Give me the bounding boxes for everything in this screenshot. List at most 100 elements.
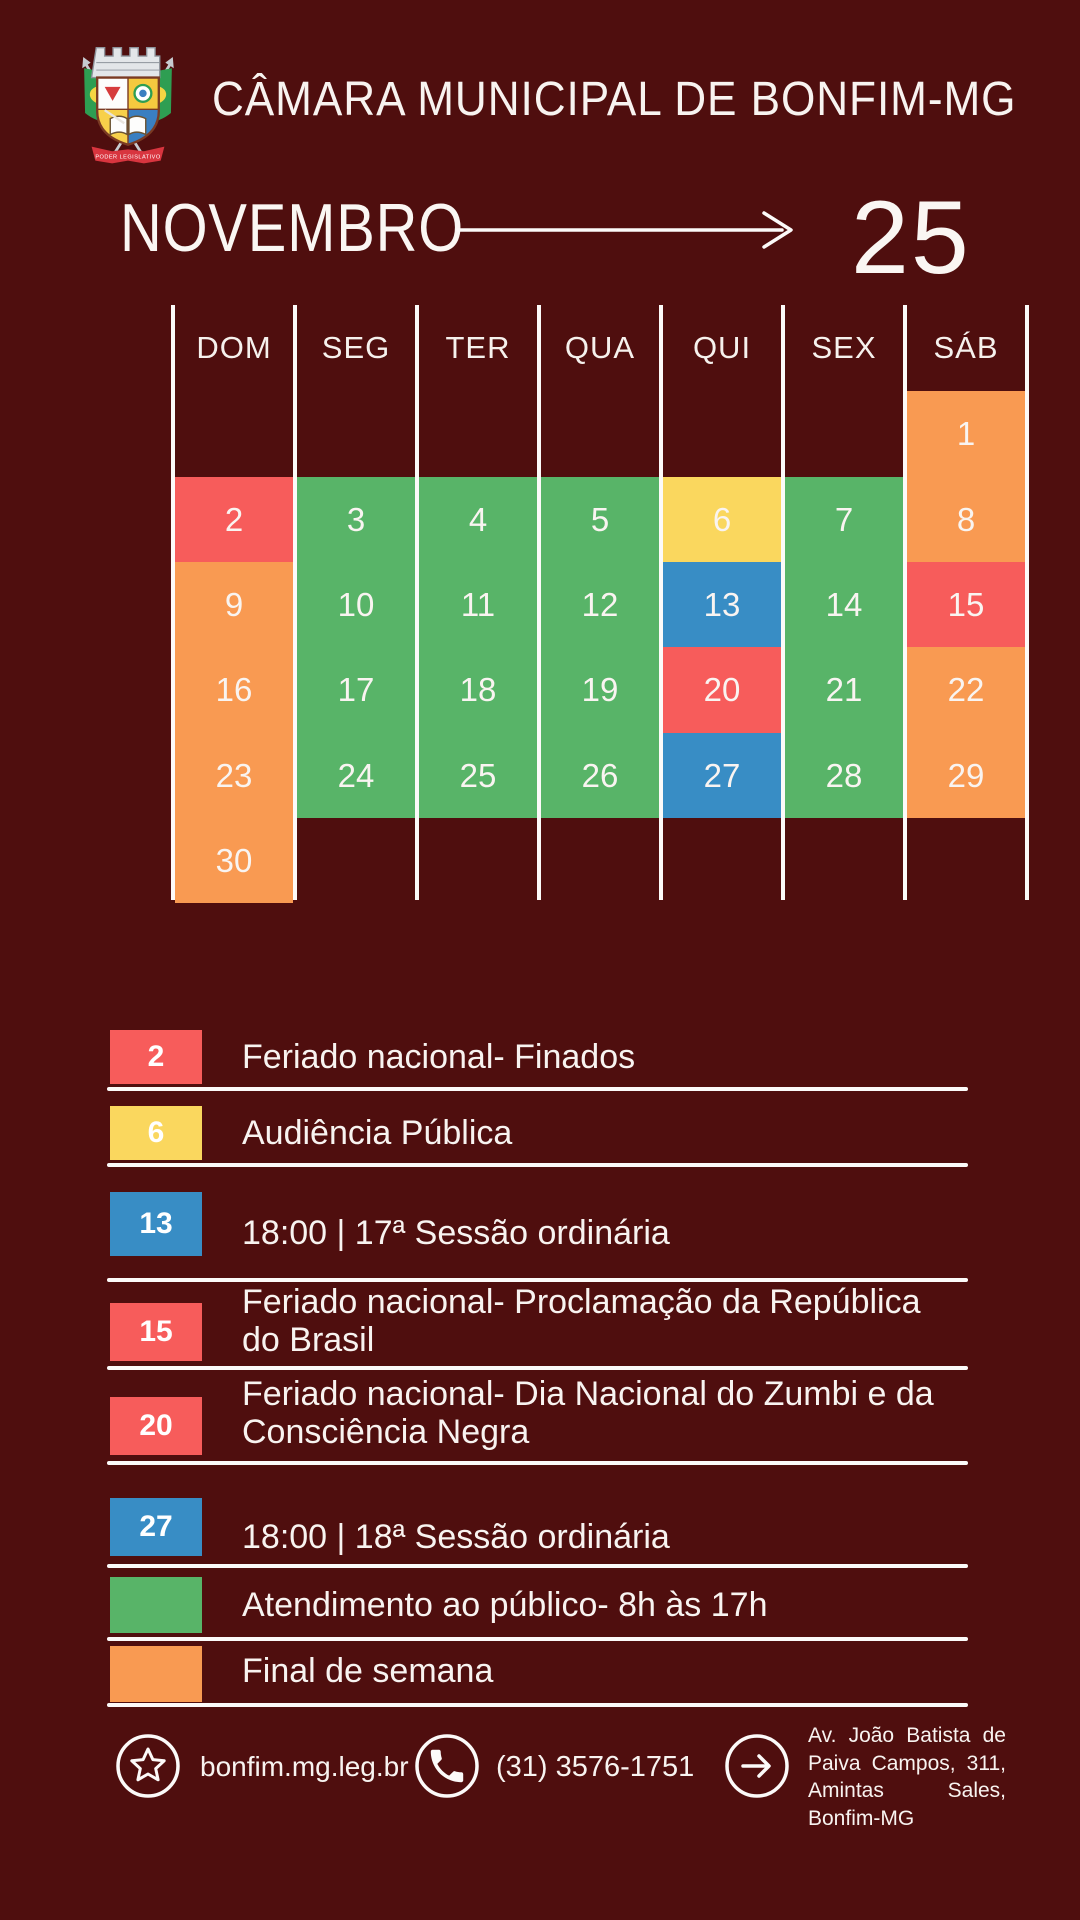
phone-number: (31) 3576-1751 — [496, 1750, 695, 1783]
calendar-day-cell — [907, 818, 1025, 903]
legend-label: Feriado nacional- Finados — [242, 1037, 636, 1076]
star-icon — [130, 1747, 166, 1782]
page-title: CÂMARA MUNICIPAL DE BONFIM-MG — [212, 73, 1017, 126]
grid-line — [293, 305, 297, 900]
weekday-header: SÁB — [933, 330, 999, 365]
legend-divider — [107, 1366, 968, 1370]
website-url: bonfim.mg.leg.br — [200, 1751, 409, 1782]
ribbon-text: PODER LEGISLATIVO — [95, 155, 161, 161]
calendar-day-cell: 14 — [785, 562, 903, 647]
municipal-coat-of-arms: PODER LEGISLATIVO — [58, 24, 198, 174]
year-label: 25 — [851, 180, 971, 296]
calendar-day-cell: 15 — [907, 562, 1025, 647]
website-icon — [113, 1731, 183, 1801]
weekday-header: QUI — [692, 330, 752, 365]
mg-triangle — [104, 86, 121, 101]
shield — [96, 76, 160, 146]
calendar-day-cell: 17 — [297, 647, 415, 733]
calendar-day-cell: 16 — [175, 647, 293, 733]
legend-label: Audiência Pública — [242, 1113, 513, 1152]
calendar-day-cell: 21 — [785, 647, 903, 733]
calendar-day-cell — [419, 391, 537, 477]
circle-outline — [725, 1734, 789, 1798]
calendar-day-cell: 5 — [541, 477, 659, 562]
calendar-day-cell: 25 — [419, 733, 537, 818]
mural-crown — [90, 46, 161, 79]
calendar-day-cell: 19 — [541, 647, 659, 733]
calendar-day-cell: 6 — [663, 477, 781, 562]
legend-label: 18:00 | 17ª Sessão ordinária — [242, 1213, 670, 1252]
calendar-day-cell: 28 — [785, 733, 903, 818]
legend-label: Feriado nacional- Dia Nacional do Zumbi … — [242, 1375, 934, 1451]
calendar-day-cell: 3 — [297, 477, 415, 562]
grid-line — [781, 305, 785, 900]
calendar-day-cell: 2 — [175, 477, 293, 562]
calendar-day-cell — [541, 818, 659, 903]
calendar-day-cell: 23 — [175, 733, 293, 818]
grid-line — [415, 305, 419, 900]
legend-divider — [107, 1087, 968, 1091]
legend-day-badge: 2 — [110, 1030, 202, 1084]
calendar-day-cell — [785, 818, 903, 903]
calendar-day-cell: 10 — [297, 562, 415, 647]
calendar-day-cell: 4 — [419, 477, 537, 562]
calendar-day-cell: 13 — [663, 562, 781, 647]
ribbon: PODER LEGISLATIVO — [91, 146, 165, 164]
legend-label: 18:00 | 18ª Sessão ordinária — [242, 1517, 670, 1556]
calendar-day-cell — [663, 391, 781, 477]
calendar-day-cell: 30 — [175, 818, 293, 903]
legend-label: Final de semana — [242, 1651, 494, 1690]
legend-divider — [107, 1163, 968, 1167]
legend-day-badge: 15 — [110, 1303, 202, 1361]
calendar-day-cell — [419, 818, 537, 903]
grid-line — [903, 305, 907, 900]
month-arrow — [452, 204, 802, 256]
coat-of-arms-graphic: PODER LEGISLATIVO — [82, 46, 174, 164]
legend-label: Atendimento ao público- 8h às 17h — [242, 1585, 768, 1624]
calendar-day-cell — [297, 391, 415, 477]
grid-line — [659, 305, 663, 900]
calendar-day-cell: 20 — [663, 647, 781, 733]
weekday-header: SEX — [811, 330, 877, 365]
legend-label: Feriado nacional- Proclamação da Repúbli… — [242, 1283, 921, 1359]
calendar-day-cell — [785, 391, 903, 477]
grid-line — [1025, 305, 1029, 900]
calendar-day-cell: 9 — [175, 562, 293, 647]
phone-icon-circle — [412, 1731, 482, 1801]
calendar-day-cell: 7 — [785, 477, 903, 562]
address-icon-circle — [722, 1731, 792, 1801]
calendar-day-cell — [297, 818, 415, 903]
circle-outline — [116, 1734, 180, 1798]
legend-divider — [107, 1461, 968, 1465]
calendar-day-cell: 26 — [541, 733, 659, 818]
legend-divider — [107, 1703, 968, 1707]
grid-line — [171, 305, 175, 900]
calendar-day-cell: 22 — [907, 647, 1025, 733]
calendar-day-cell — [541, 391, 659, 477]
calendar-day-cell: 27 — [663, 733, 781, 818]
grid-line — [537, 305, 541, 900]
legend-divider — [107, 1637, 968, 1641]
weekday-header: QUA — [564, 330, 636, 365]
calendar-day-cell: 24 — [297, 733, 415, 818]
legend-day-badge: 13 — [110, 1192, 202, 1256]
weekday-header: TER — [445, 330, 511, 365]
calendar-day-cell: 11 — [419, 562, 537, 647]
calendar-day-cell: 18 — [419, 647, 537, 733]
weekday-header: DOM — [196, 330, 272, 365]
legend-divider — [107, 1278, 968, 1282]
calendar-day-cell — [663, 818, 781, 903]
calendar-day-cell: 12 — [541, 562, 659, 647]
legend-day-badge — [110, 1577, 202, 1633]
legend-day-badge: 20 — [110, 1397, 202, 1455]
circle-outline — [415, 1734, 479, 1798]
calendar-day-cell: 29 — [907, 733, 1025, 818]
legend-day-badge: 6 — [110, 1106, 202, 1160]
legend-divider — [107, 1564, 968, 1568]
legend-day-badge — [110, 1646, 202, 1702]
calendar-day-cell — [175, 391, 293, 477]
calendar-day-cell: 1 — [907, 391, 1025, 477]
calendar-day-cell: 8 — [907, 477, 1025, 562]
quill — [104, 109, 125, 125]
weekday-header: SEG — [321, 330, 391, 365]
